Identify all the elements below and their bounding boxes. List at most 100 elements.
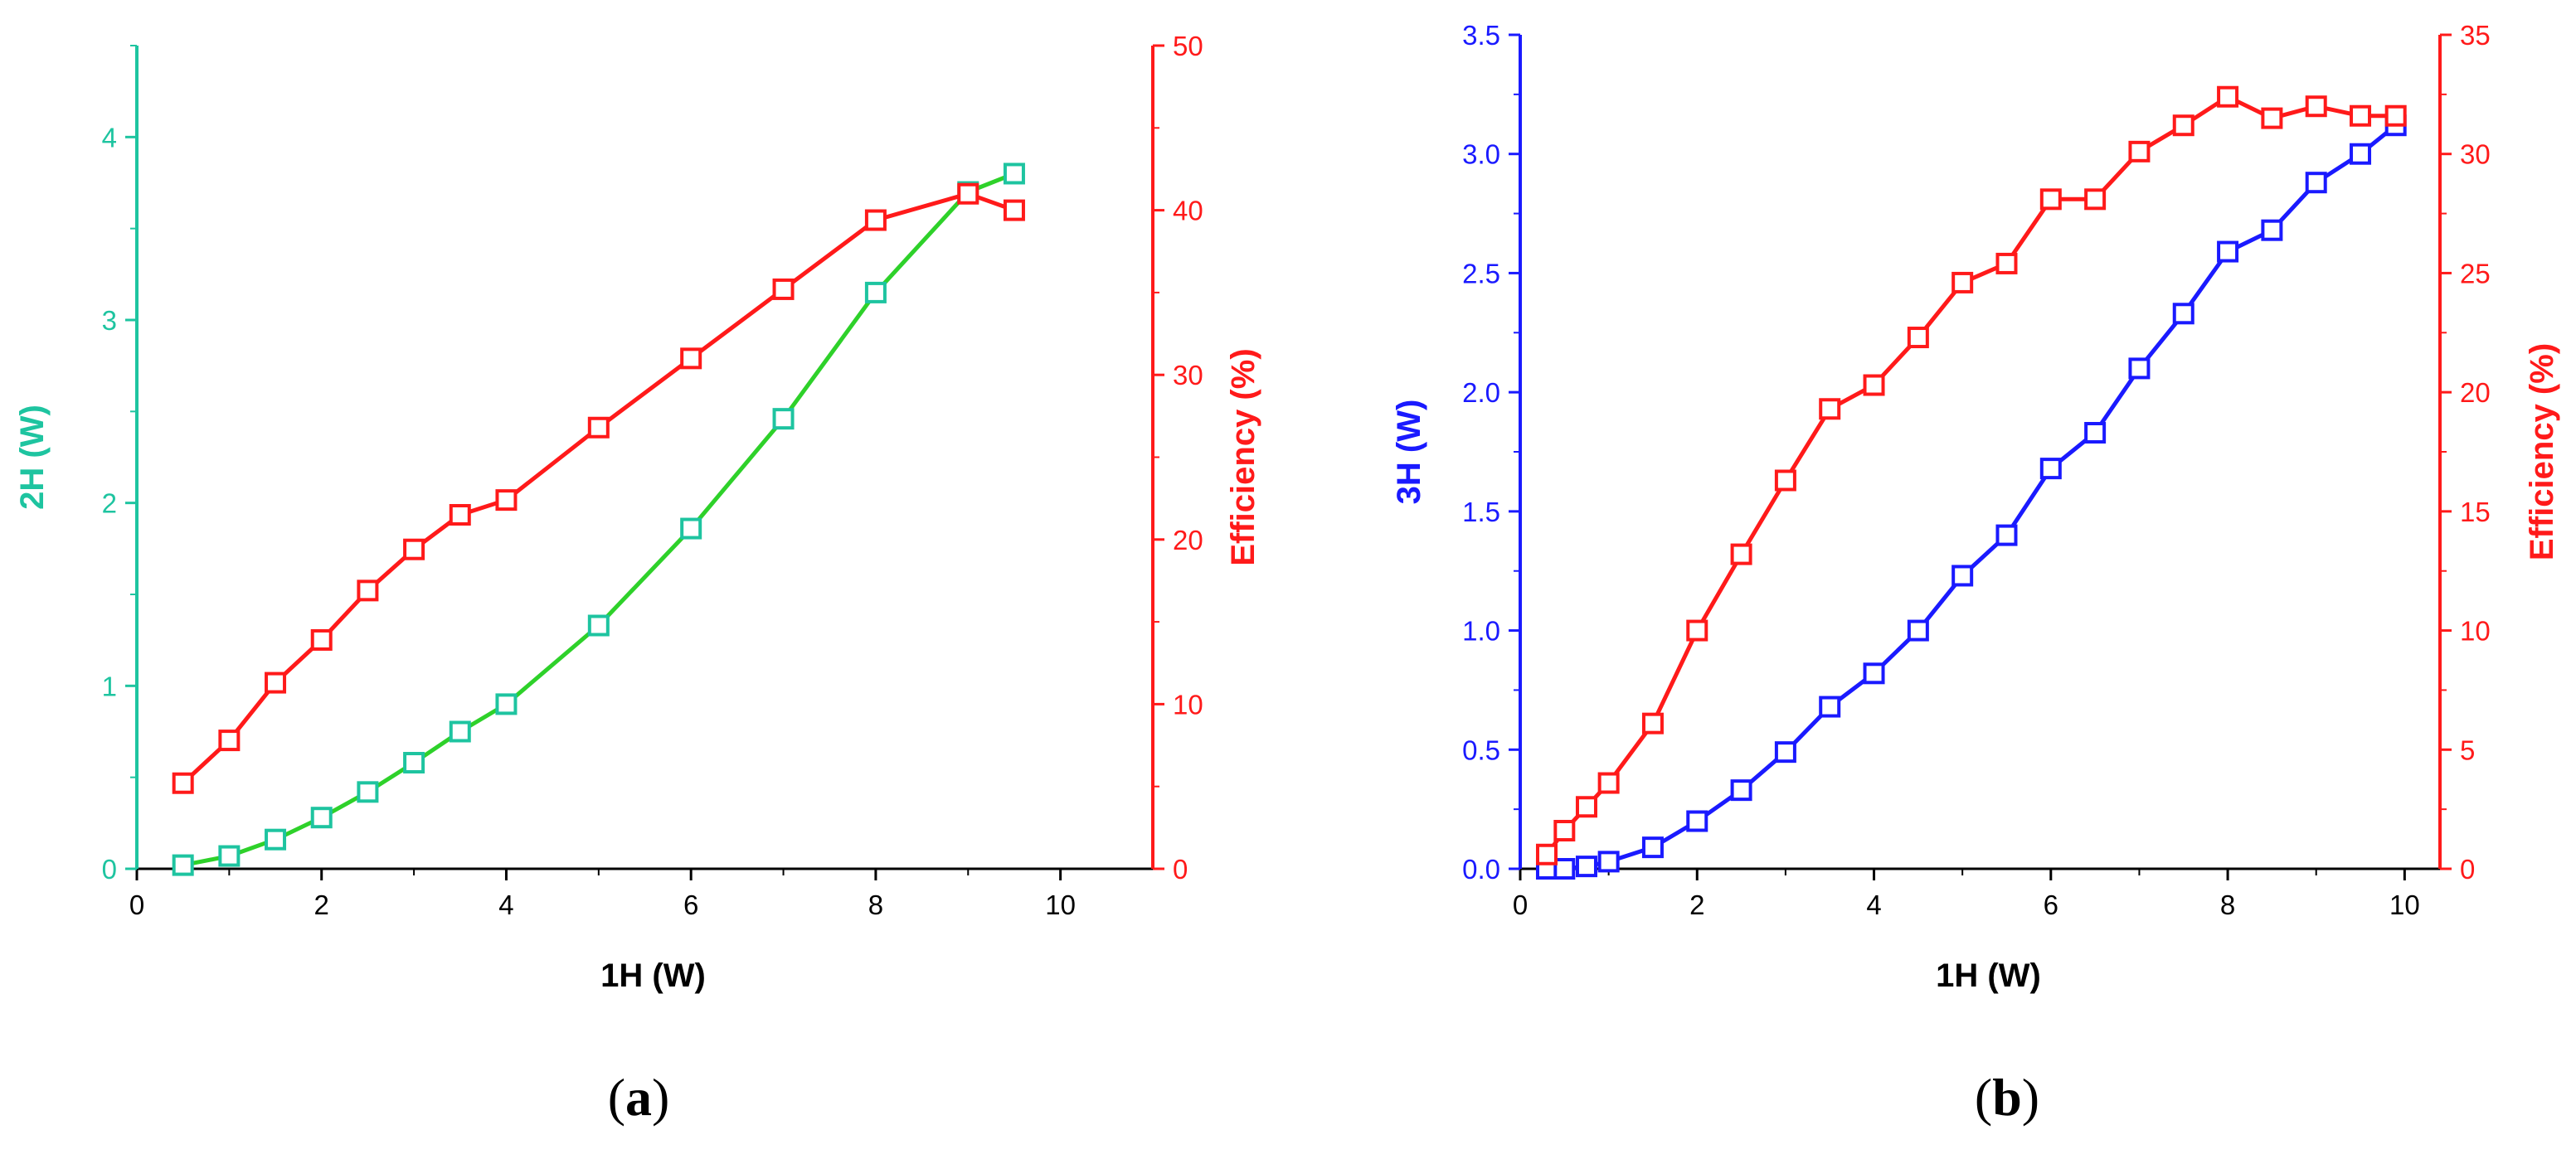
data-point-left [1863, 662, 1885, 685]
y-right-tick-label: 0 [1173, 854, 1188, 885]
panel-caption: (b) [1975, 1068, 2039, 1127]
data-point-left [1575, 856, 1597, 878]
data-point-right [2384, 104, 2407, 127]
data-point-left [2084, 422, 2107, 444]
y-right-tick-label: 30 [1173, 360, 1203, 390]
data-point-right [2039, 188, 2062, 211]
x-tick-label: 8 [2220, 890, 2235, 920]
data-point-right [1863, 374, 1885, 396]
y-axis-label-left: 3H (W) [1391, 400, 1427, 505]
data-point-left [2172, 303, 2194, 325]
y-left-tick-label: 1 [102, 671, 117, 701]
y-right-tick-label: 20 [1173, 525, 1203, 555]
data-point-left [172, 854, 194, 876]
y-axis-label-right: Efficiency (%) [2524, 343, 2560, 560]
data-point-left [772, 408, 795, 430]
y-right-tick-label: 0 [2460, 854, 2475, 885]
data-point-right [1774, 469, 1796, 492]
x-axis-label: 1H (W) [1936, 958, 2041, 994]
data-point-right [1907, 327, 1929, 349]
data-point-left [2305, 172, 2327, 194]
data-point-left [2128, 357, 2151, 380]
y-left-tick-label: 3.5 [1462, 20, 1500, 51]
y-right-tick-label: 50 [1173, 31, 1203, 61]
series-line-right [1544, 95, 2396, 856]
data-point-right [2128, 140, 2151, 162]
data-point-right [864, 209, 887, 231]
data-point-left [864, 281, 887, 303]
data-point-right [1951, 271, 1974, 293]
y-axis-label-left: 2H (W) [14, 405, 51, 510]
data-point-right [1553, 820, 1576, 842]
data-point-right [2172, 114, 2194, 137]
data-point-left [1686, 810, 1708, 832]
y-right-tick-label: 40 [1173, 196, 1203, 226]
data-point-left [357, 781, 379, 803]
x-tick-label: 0 [1513, 890, 1528, 920]
data-point-right [957, 182, 979, 205]
data-point-right [495, 489, 518, 511]
x-tick-label: 6 [2044, 890, 2058, 920]
data-point-left [310, 807, 333, 829]
data-point-right [2305, 95, 2327, 118]
x-tick-label: 8 [868, 890, 883, 920]
data-point-left [1730, 779, 1752, 802]
y-right-tick-label: 30 [2460, 139, 2491, 170]
data-point-right [772, 278, 795, 300]
y-left-tick-label: 0.0 [1462, 854, 1500, 885]
data-point-right [403, 538, 425, 560]
data-point-right [587, 416, 610, 439]
panel-b: 0 2 4 6 8 10 0.0 0.5 1.0 1.5 2.0 2.5 3.0 3.5 0 5 10 15 20 2… [1391, 20, 2560, 1127]
data-point-left [1951, 565, 1974, 587]
data-point-left [495, 693, 518, 715]
x-tick-label: 0 [129, 890, 144, 920]
data-point-right [680, 347, 702, 370]
data-point-left [2039, 458, 2062, 480]
data-point-right [265, 671, 287, 694]
y-right-tick-label: 25 [2460, 258, 2491, 288]
data-point-right [449, 504, 471, 526]
data-point-right [1535, 843, 1558, 865]
y-right-tick-label: 10 [1173, 689, 1203, 720]
data-point-right [2084, 188, 2107, 211]
data-point-right [218, 730, 241, 752]
y-left-tick-label: 1.0 [1462, 616, 1500, 647]
data-point-left [1553, 858, 1576, 880]
data-point-left [587, 614, 610, 637]
y-left-tick-label: 3 [102, 305, 117, 336]
data-point-right [357, 579, 379, 602]
data-point-right [2217, 85, 2239, 108]
y-left-tick-label: 2 [102, 488, 117, 519]
data-point-left [218, 845, 241, 867]
series-line-left [1547, 124, 2398, 871]
data-point-right [1003, 199, 1025, 221]
y-right-tick-label: 20 [2460, 377, 2491, 408]
data-point-left [2261, 219, 2283, 241]
data-point-right [1730, 543, 1752, 565]
data-point-left [403, 752, 425, 774]
x-axis-label: 1H (W) [600, 958, 706, 994]
data-point-left [680, 517, 702, 540]
y-right-tick-label: 5 [2460, 734, 2475, 765]
data-point-right [310, 628, 333, 651]
data-point-right [1686, 619, 1708, 642]
data-point-left [2217, 240, 2239, 263]
data-point-left [1995, 524, 2018, 546]
y-left-tick-label: 3.0 [1462, 139, 1500, 170]
x-tick-label: 10 [1045, 890, 1076, 920]
data-point-right [1641, 712, 1664, 734]
data-point-right [1575, 796, 1597, 818]
data-point-left [1597, 851, 1620, 873]
data-point-right [2261, 107, 2283, 129]
data-point-right [1819, 398, 1841, 420]
x-tick-label: 10 [2389, 890, 2420, 920]
data-point-left [449, 720, 471, 743]
series-line-right [182, 192, 1015, 785]
data-point-left [1774, 741, 1796, 764]
data-point-right [1995, 252, 2018, 274]
x-tick-label: 6 [683, 890, 698, 920]
y-axis-label-right: Efficiency (%) [1225, 348, 1261, 565]
y-left-tick-label: 4 [102, 122, 117, 153]
